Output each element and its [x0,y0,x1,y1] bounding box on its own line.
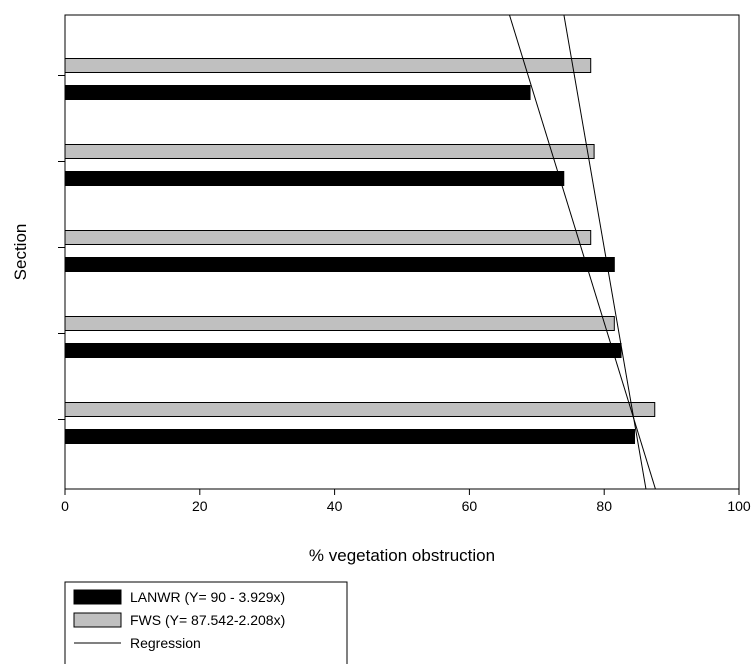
legend-label-regression: Regression [130,635,201,651]
x-tick-label: 100 [727,498,751,514]
x-tick-label: 60 [462,498,478,514]
bar-fws [64,402,656,417]
bar-fws [64,144,595,159]
regression-line [563,15,647,489]
bar-fws [64,230,592,245]
legend: LANWR (Y= 90 - 3.929x) FWS (Y= 87.542-2.… [64,581,348,664]
bar-lanwr [64,257,615,272]
legend-label-lanwr: LANWR (Y= 90 - 3.929x) [130,589,285,605]
bar-fws [64,316,615,331]
plot-frame [64,14,740,490]
x-tick-label: 20 [192,498,208,514]
bar-fws [64,58,592,73]
x-ticks: 0 20 40 60 80 100 [61,489,751,514]
regression-line [508,15,656,489]
axes [64,14,740,490]
legend-label-fws: FWS (Y= 87.542-2.208x) [130,612,285,628]
legend-swatch-fws [73,612,122,628]
bar-lanwr [64,429,636,444]
bar-lanwr [64,171,565,186]
regression-lines [508,15,656,489]
x-tick-label: 0 [61,498,69,514]
y-axis-title: Section [11,224,30,281]
x-axis-title: % vegetation obstruction [309,546,495,565]
bar-lanwr [64,343,622,358]
legend-swatch-lanwr [73,589,122,605]
x-tick-label: 80 [596,498,612,514]
y-ticks [58,75,65,420]
bars [64,58,656,444]
x-tick-label: 40 [327,498,343,514]
bar-lanwr [64,85,531,100]
